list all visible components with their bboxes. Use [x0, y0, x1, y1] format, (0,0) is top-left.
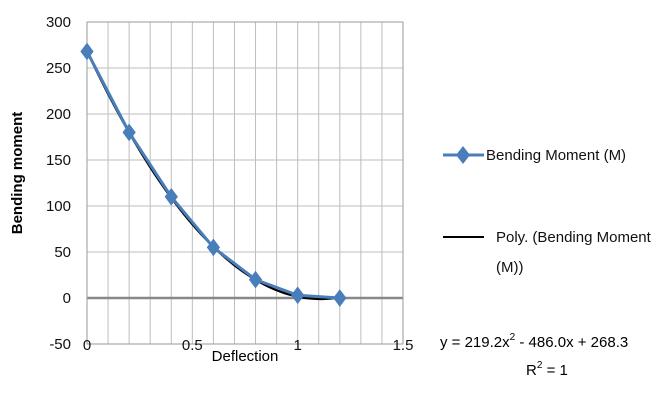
data-point-marker	[333, 289, 347, 307]
x-tick-label: 1	[293, 337, 301, 354]
legend-trendline-label-line1: Poly. (Bending Moment	[496, 229, 652, 246]
data-point-marker	[122, 123, 136, 142]
data-point-marker	[164, 187, 178, 206]
legend-diamond-icon	[456, 146, 470, 164]
data-point-marker	[80, 42, 94, 61]
legend: Bending Moment (M) Poly. (Bending Moment…	[443, 146, 652, 276]
y-tick-label: 100	[46, 198, 71, 215]
x-tick-label: 0.5	[182, 337, 203, 354]
data-point-marker	[206, 238, 221, 257]
data-point-marker	[248, 270, 263, 289]
x-tick-label: 0	[83, 337, 91, 354]
y-tick-label: 0	[63, 290, 71, 307]
x-tick-label: 1.5	[393, 337, 414, 354]
data-markers	[80, 42, 347, 307]
y-tick-label: 250	[46, 60, 71, 77]
x-axis-title: Deflection	[212, 348, 279, 365]
y-tick-label: 50	[54, 244, 71, 261]
y-tick-label: -50	[49, 336, 71, 353]
legend-trendline-label-line2: (M))	[496, 259, 523, 276]
legend-series-label: Bending Moment (M)	[486, 147, 626, 164]
x-axis-ticks: 0 0.5 1 1.5	[83, 337, 414, 354]
data-point-marker	[291, 286, 305, 305]
y-tick-label: 300	[46, 14, 71, 31]
y-tick-label: 200	[46, 106, 71, 123]
trendline-r-squared: R2 = 1	[526, 360, 568, 379]
y-axis-ticks: -50 0 50 100 150 200 250 300	[46, 14, 71, 353]
grid-lines	[86, 21, 404, 345]
plot-area	[86, 21, 404, 345]
trendline-equation: y = 219.2x2 - 486.0x + 268.3	[440, 332, 628, 351]
y-axis-title: Bending moment	[9, 112, 26, 235]
y-tick-label: 150	[46, 152, 71, 169]
